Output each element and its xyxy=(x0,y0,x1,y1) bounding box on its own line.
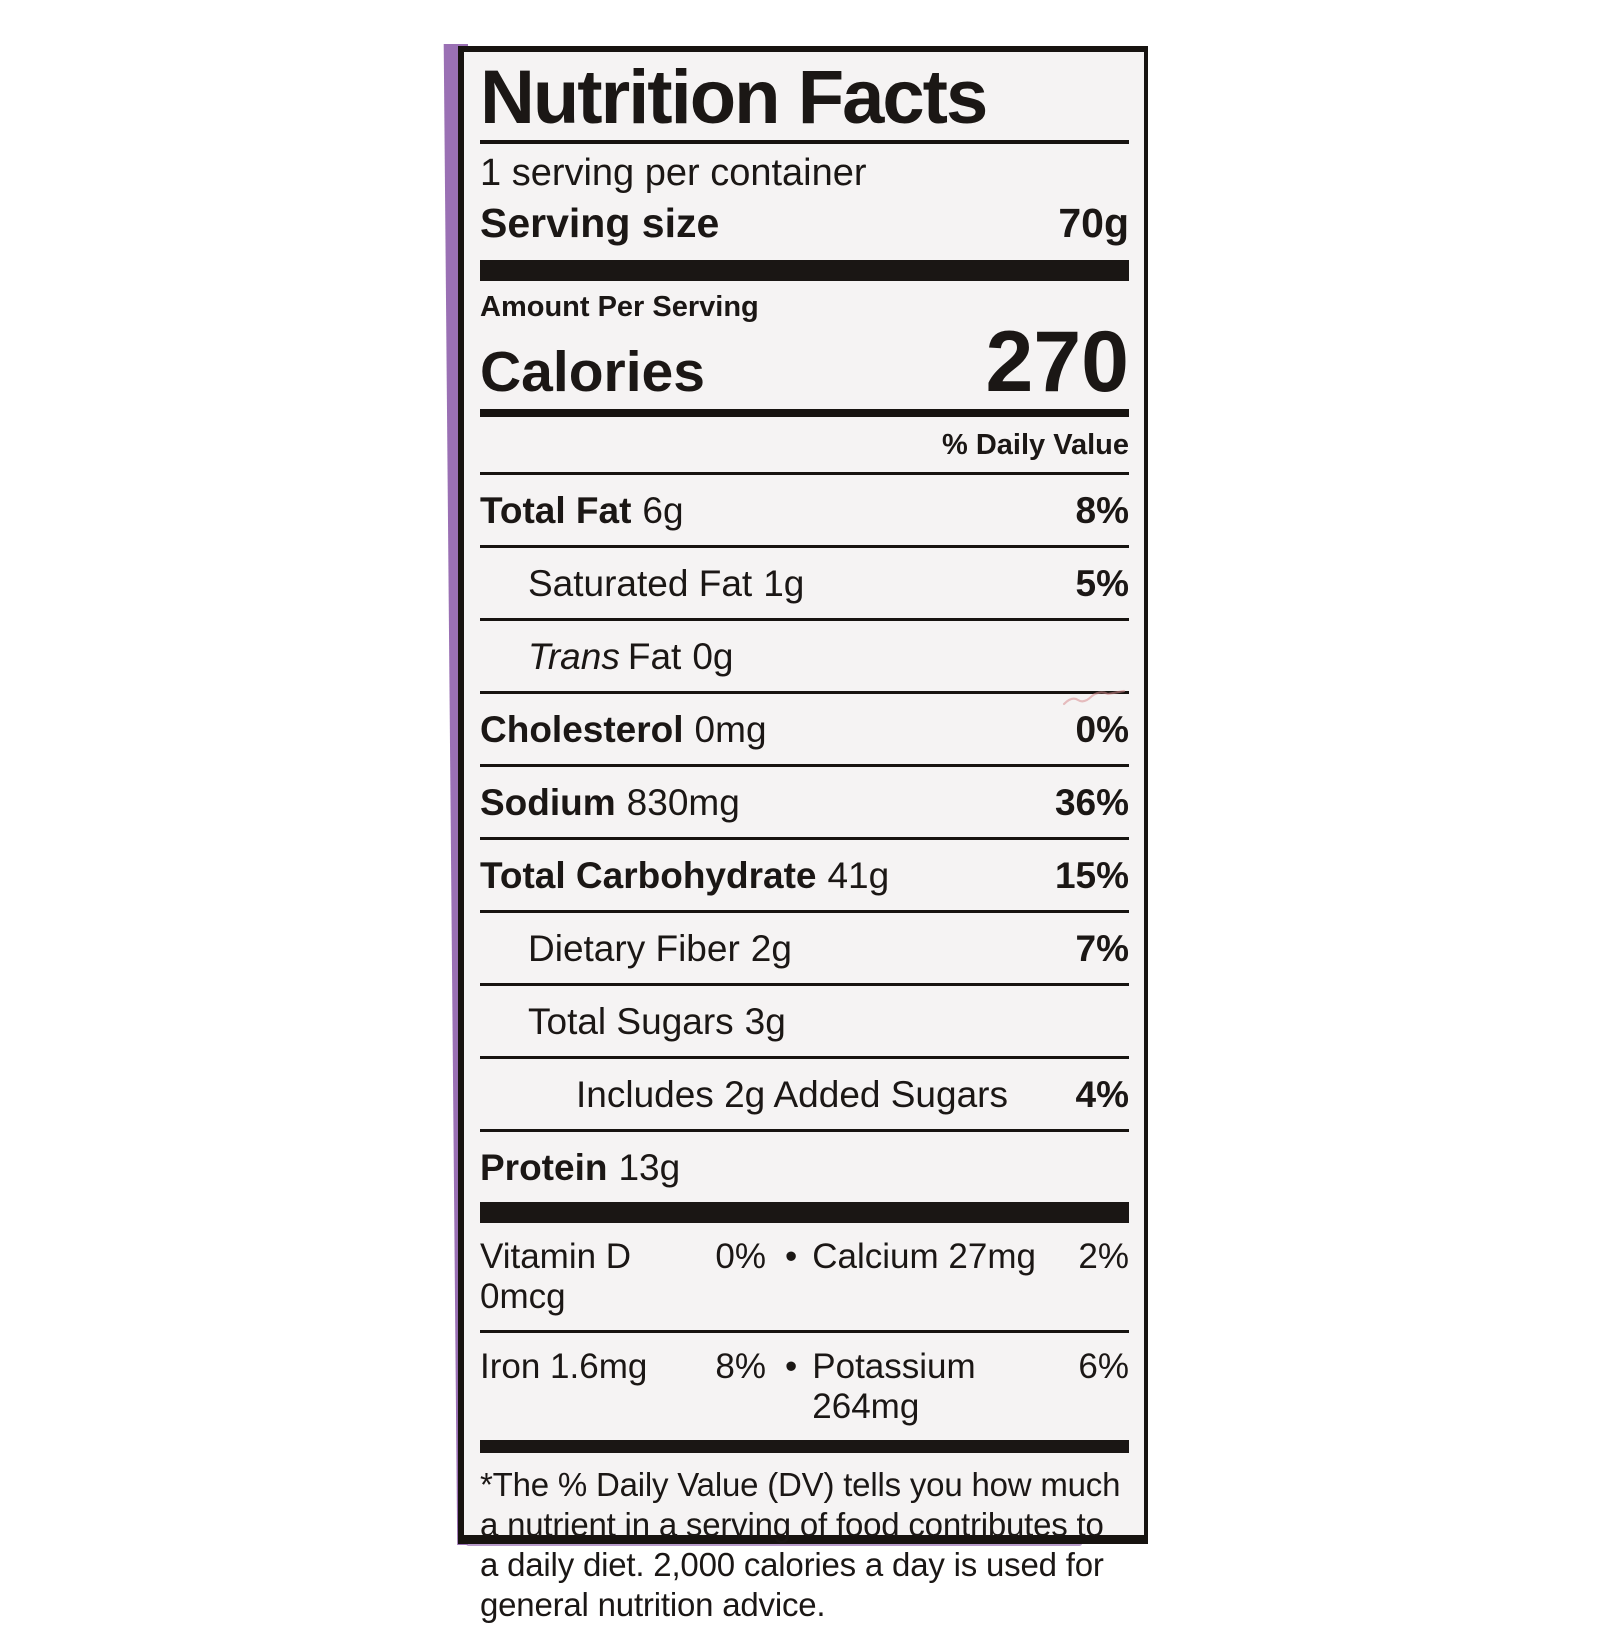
nutrient-name-amount: Protein 13g xyxy=(480,1146,681,1188)
nutrient-name-amount: Total Carbohydrate 41g xyxy=(480,854,890,896)
row-saturated-fat: Saturated Fat 1g 5% xyxy=(480,544,1129,618)
amount-per-serving-label: Amount Per Serving xyxy=(480,290,759,323)
daily-value-percent: 8% xyxy=(1075,489,1129,531)
micro-percent: 8% xyxy=(715,1346,766,1386)
nutrient-name-amount: Trans Fat 0g xyxy=(528,635,734,677)
daily-value-percent: 15% xyxy=(1054,854,1129,896)
calories-row: Calories 270 xyxy=(480,313,1130,410)
nutrition-facts-label: Nutrition Facts 1 serving per container … xyxy=(458,46,1148,1623)
row-vitamin-d-calcium: Vitamin D 0mcg 0% • Calcium 27mg 2% xyxy=(480,1223,1129,1330)
micro-right-pair: Potassium 264mg 6% xyxy=(812,1347,1129,1427)
row-total-fat: Total Fat 6g 8% xyxy=(480,471,1129,545)
nutrient-name-amount: Sodium 830mg xyxy=(480,781,740,823)
thick-divider-footnote xyxy=(480,1439,1129,1453)
micro-right-pair: Calcium 27mg 2% xyxy=(812,1237,1129,1277)
nutrient-name-amount: Total Fat 6g xyxy=(480,489,684,531)
nutrient-name-amount: Cholesterol 0mg xyxy=(480,708,767,750)
calories-label: Calories xyxy=(480,339,705,404)
daily-value-percent: 4% xyxy=(1075,1073,1129,1115)
serving-size-label: Serving size xyxy=(480,199,720,246)
micro-name: Potassium 264mg xyxy=(812,1346,976,1426)
thick-divider-top xyxy=(480,259,1129,281)
label-title: Nutrition Facts xyxy=(480,55,988,140)
daily-value-header: % Daily Value xyxy=(942,428,1129,461)
nutrient-name-amount: Includes 2g Added Sugars xyxy=(576,1073,1008,1115)
micro-percent: 6% xyxy=(1078,1346,1129,1386)
row-protein: Protein 13g xyxy=(480,1128,1129,1202)
micro-name: Calcium 27mg xyxy=(812,1236,1036,1276)
servings-per-container: 1 serving per container xyxy=(480,151,867,194)
serving-size-value: 70g xyxy=(1058,199,1129,246)
row-total-carbohydrate: Total Carbohydrate 41g 15% xyxy=(480,836,1129,910)
micro-name: Vitamin D 0mcg xyxy=(480,1236,632,1316)
micro-name: Iron 1.6mg xyxy=(480,1346,648,1386)
row-iron-potassium: Iron 1.6mg 8% • Potassium 264mg 6% xyxy=(480,1329,1129,1440)
row-trans-fat: Trans Fat 0g xyxy=(480,617,1129,691)
row-sodium: Sodium 830mg 36% xyxy=(480,763,1129,837)
daily-value-percent: 36% xyxy=(1054,781,1129,823)
row-added-sugars: Includes 2g Added Sugars 4% xyxy=(480,1055,1129,1129)
nutrient-name-amount: Dietary Fiber 2g xyxy=(528,927,792,969)
nutrient-name-amount: Total Sugars 3g xyxy=(528,1000,786,1042)
row-dietary-fiber: Dietary Fiber 2g 7% xyxy=(480,909,1129,983)
daily-value-percent: 7% xyxy=(1075,927,1129,969)
bullet-separator-icon: • xyxy=(785,1236,798,1276)
micro-percent: 2% xyxy=(1078,1236,1129,1276)
daily-value-percent: 0% xyxy=(1075,708,1129,750)
bullet-separator-icon: • xyxy=(785,1346,798,1386)
serving-size-row: Serving size 70g xyxy=(480,197,1129,260)
micro-left-pair: Vitamin D 0mcg 0% xyxy=(480,1237,766,1317)
print-artifact-squiggle xyxy=(1062,689,1126,706)
calories-value: 270 xyxy=(985,313,1130,410)
thick-divider-micronutrients xyxy=(480,1201,1129,1223)
micro-left-pair: Iron 1.6mg 8% xyxy=(480,1347,766,1387)
divider-under-calories xyxy=(480,408,1129,417)
divider-under-title xyxy=(480,139,1129,144)
row-total-sugars: Total Sugars 3g xyxy=(480,982,1129,1056)
nutrient-name-amount: Saturated Fat 1g xyxy=(528,562,805,604)
daily-value-footnote: *The % Daily Value (DV) tells you how mu… xyxy=(480,1465,1121,1623)
micro-percent: 0% xyxy=(715,1236,766,1276)
row-cholesterol: Cholesterol 0mg 0% xyxy=(480,690,1129,764)
daily-value-percent: 5% xyxy=(1075,562,1129,604)
